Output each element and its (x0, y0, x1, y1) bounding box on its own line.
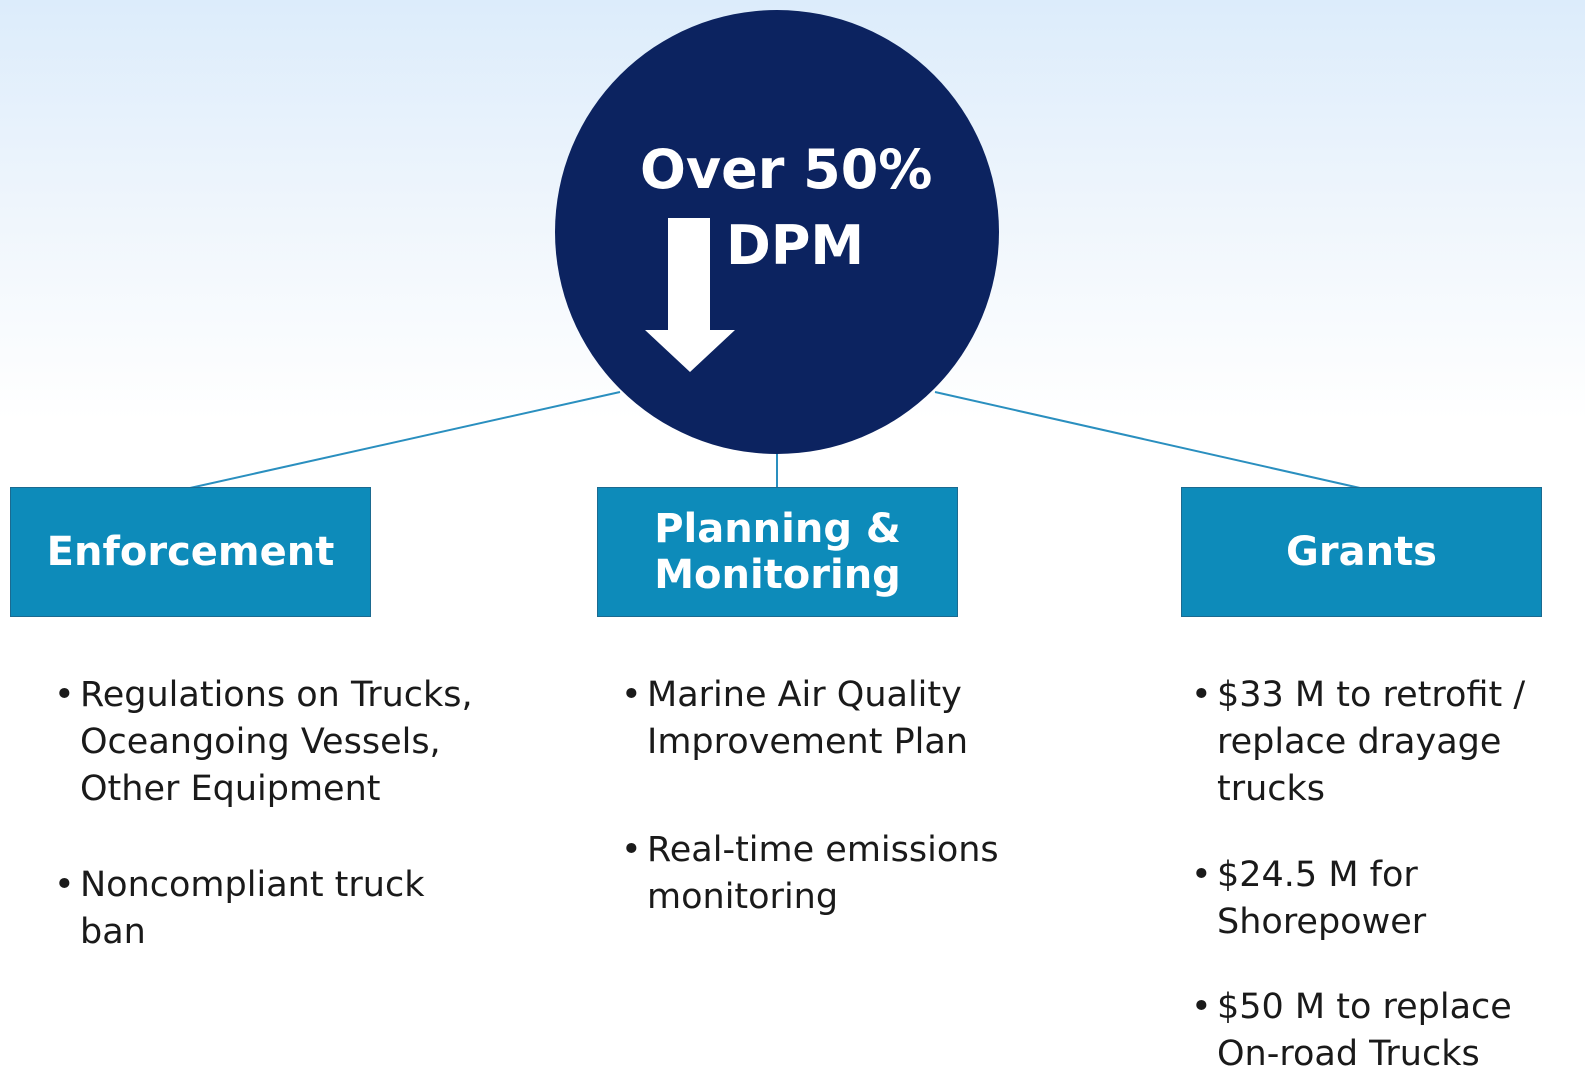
connector (934, 391, 1361, 489)
bullet-dot: • (1191, 855, 1212, 895)
bullet-line: ban (80, 912, 146, 952)
bullet-item: • $33 M to retrofit / replace drayage truck… (1191, 672, 1526, 813)
bullet-dot: • (621, 675, 642, 715)
category-title: Grants (1286, 529, 1437, 575)
bullet-dot: • (621, 830, 642, 870)
bullet-line: Regulations on Trucks, (80, 675, 473, 715)
bullet-line: monitoring (647, 877, 839, 917)
category-box: Grants (1181, 487, 1542, 617)
category-box: Enforcement (10, 487, 371, 617)
category-title: Monitoring (654, 552, 901, 598)
category-title: Planning & (654, 506, 901, 552)
bullet-item: • $24.5 M for Shorepower (1191, 852, 1427, 946)
bullet-line: Marine Air Quality (647, 675, 962, 715)
bullet-dot: • (54, 865, 75, 905)
bullet-line: replace drayage (1217, 722, 1502, 762)
bullet-line: Real-time emissions (647, 830, 999, 870)
bullet-dot: • (1191, 675, 1212, 715)
bullet-item: • Marine Air Quality Improvement Plan (621, 672, 969, 766)
center-label: Over 50% (640, 138, 933, 201)
bullet-item: • Regulations on Trucks, Oceangoing Vessel… (54, 672, 473, 813)
bullet-dot: • (1191, 987, 1212, 1027)
bullet-item: • Noncompliant truck ban (54, 862, 425, 956)
bullet-item: • $50 M to replace On-road Trucks (1191, 984, 1512, 1077)
bullet-line: Improvement Plan (647, 722, 969, 762)
bullet-line: $33 M to retrofit / (1217, 675, 1526, 715)
bullet-line: trucks (1217, 769, 1326, 809)
bullet-line: Noncompliant truck (80, 865, 425, 905)
category-title: Enforcement (46, 529, 335, 575)
bullet-line: $50 M to replace (1217, 987, 1512, 1027)
bullet-line: Other Equipment (80, 769, 381, 809)
down-arrow (645, 218, 735, 372)
bullet-item: • Real-time emissions monitoring (621, 827, 999, 921)
bullet-line: On-road Trucks (1217, 1034, 1480, 1074)
bullet-line: Shorepower (1217, 902, 1427, 942)
center-label: DPM (726, 214, 865, 277)
bullet-dot: • (54, 675, 75, 715)
connector (189, 391, 621, 489)
bullet-line: Oceangoing Vessels, (80, 722, 441, 762)
category-box: Planning & Monitoring (597, 487, 958, 617)
bullet-line: $24.5 M for (1217, 855, 1418, 895)
